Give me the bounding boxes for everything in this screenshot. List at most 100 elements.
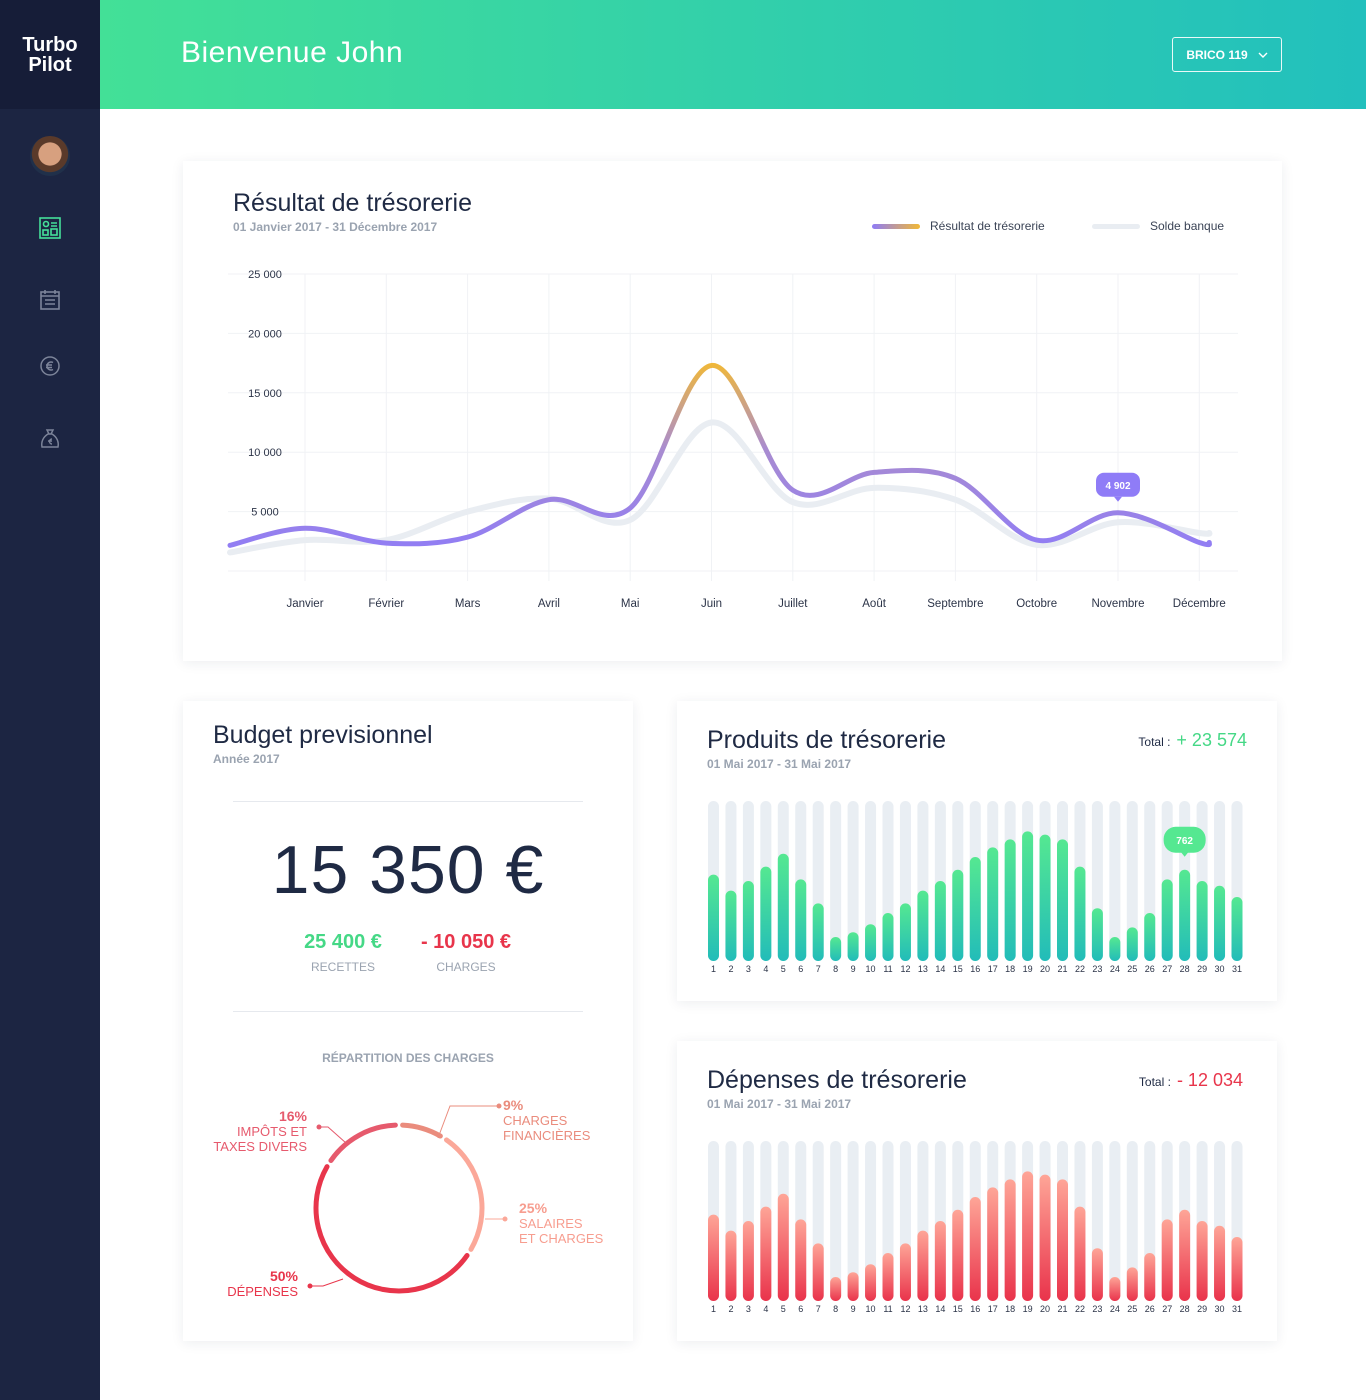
x-tick-label: 29	[1197, 964, 1207, 974]
bar	[847, 1272, 859, 1301]
card-subtitle: 01 Mai 2017 - 31 Mai 2017	[707, 757, 852, 771]
x-tick-label: 25	[1127, 1304, 1137, 1314]
company-select[interactable]: BRICO 119	[1172, 37, 1282, 72]
money-bag-icon[interactable]	[38, 427, 62, 451]
produits-bar-chart: 1 2 3 4 5 6 7 8 9 10 11 12 13 14 15 16 17 18 19 20 21 22 23 24 2…	[708, 801, 1243, 974]
leader-line	[319, 1126, 347, 1144]
header: Bienvenue John BRICO 119	[100, 0, 1366, 109]
calendar-icon[interactable]	[38, 288, 62, 312]
x-tick-label: 7	[816, 1304, 821, 1314]
x-tick-label: 24	[1110, 964, 1120, 974]
bar	[917, 890, 929, 961]
bar	[969, 1197, 981, 1301]
budget-amount: 15 350 €	[271, 832, 545, 908]
donut-slice	[400, 1122, 443, 1139]
bar	[952, 1209, 964, 1301]
x-tick-label: 4	[763, 1304, 768, 1314]
bar-track	[865, 801, 877, 961]
bar	[795, 1219, 807, 1301]
card-title: Résultat de trésorerie	[233, 189, 473, 217]
x-tick-label: 21	[1057, 964, 1067, 974]
x-tick-label: 23	[1092, 1304, 1102, 1314]
bar	[952, 869, 964, 961]
divider	[233, 1011, 583, 1012]
donut-label-charges-financieres: 9% CHARGES FINANCIÈRES	[503, 1097, 591, 1144]
bar	[777, 1193, 789, 1301]
x-tick-label: 13	[918, 964, 928, 974]
repartition-title: RÉPARTITION DES CHARGES	[322, 1051, 494, 1065]
bar	[812, 1243, 824, 1301]
bar	[934, 881, 946, 961]
x-tick-label: Mai	[621, 598, 640, 610]
x-tick-label: 17	[988, 1304, 998, 1314]
legend-swatch	[1092, 223, 1140, 229]
bar	[987, 847, 999, 961]
x-tick-label: 12	[900, 1304, 910, 1314]
bar	[1057, 839, 1068, 961]
tooltip-bubble	[1096, 472, 1140, 497]
legend-item-resultat[interactable]: Résultat de trésorerie	[872, 219, 1045, 233]
dashboard-icon[interactable]	[38, 216, 62, 240]
series-line-resultat	[227, 362, 1212, 548]
bar	[865, 924, 877, 961]
leader-line	[437, 1105, 499, 1139]
bar	[742, 1221, 754, 1301]
x-tick-label: 8	[833, 964, 838, 974]
bar	[899, 903, 911, 961]
leader-dot	[307, 1283, 313, 1289]
x-tick-label: 30	[1215, 1304, 1225, 1314]
bar	[1091, 1248, 1103, 1301]
card-subtitle: Année 2017	[213, 752, 280, 766]
x-tick-label: Août	[862, 598, 886, 610]
tooltip-value: 4 902	[1105, 481, 1130, 492]
bar	[1022, 1171, 1034, 1301]
bar	[1074, 866, 1086, 961]
bar	[882, 1253, 894, 1301]
card-title: Dépenses de trésorerie	[707, 1066, 967, 1094]
bar-track	[830, 1141, 842, 1301]
x-tick-label: 15	[953, 964, 963, 974]
bar	[1214, 885, 1226, 961]
bar	[1196, 1221, 1208, 1301]
x-tick-label: 22	[1075, 1304, 1085, 1314]
x-tick-label: 27	[1162, 964, 1172, 974]
x-tick-label: 20	[1040, 964, 1050, 974]
x-tick-label: 9	[851, 964, 856, 974]
legend-item-solde[interactable]: Solde banque	[1092, 219, 1224, 233]
x-tick-label: 22	[1075, 964, 1085, 974]
bar-track	[1126, 801, 1138, 961]
x-tick-label: 19	[1023, 964, 1033, 974]
x-tick-label: 31	[1232, 964, 1242, 974]
x-tick-label: Décembre	[1173, 598, 1226, 610]
page-title: Bienvenue John	[181, 36, 404, 69]
x-tick-label: 26	[1145, 1304, 1155, 1314]
depenses-card: Dépenses de trésorerie 01 Mai 2017 - 31 …	[677, 1041, 1277, 1341]
y-tick-label: 25 000	[248, 269, 282, 281]
x-tick-label: 7	[816, 964, 821, 974]
x-tick-label: Septembre	[927, 598, 983, 610]
x-tick-label: Novembre	[1091, 598, 1144, 610]
x-tick-label: 10	[866, 964, 876, 974]
bar	[1039, 834, 1051, 961]
bar	[777, 853, 789, 961]
leader-dot	[502, 1216, 508, 1222]
card-subtitle: 01 Janvier 2017 - 31 Décembre 2017	[233, 220, 438, 234]
x-tick-label: 13	[918, 1304, 928, 1314]
avatar[interactable]	[30, 136, 70, 176]
y-tick-label: 15 000	[248, 388, 282, 400]
x-tick-label: 11	[883, 964, 892, 974]
leader-dot	[316, 1124, 322, 1130]
x-tick-label: 20	[1040, 1304, 1050, 1314]
bar	[1126, 927, 1138, 961]
bar	[1126, 1267, 1138, 1301]
bar	[1074, 1206, 1086, 1301]
x-tick-label: 8	[833, 1304, 838, 1314]
card-title: Budget previsionnel	[213, 721, 433, 749]
euro-coin-icon[interactable]	[38, 355, 62, 379]
x-tick-label: 18	[1005, 964, 1015, 974]
series-line-solde-banque	[227, 419, 1213, 556]
x-tick-label: 25	[1127, 964, 1137, 974]
x-tick-label: 3	[746, 1304, 751, 1314]
logo[interactable]: Turbo Pilot	[0, 0, 100, 109]
bar	[1179, 1209, 1191, 1301]
